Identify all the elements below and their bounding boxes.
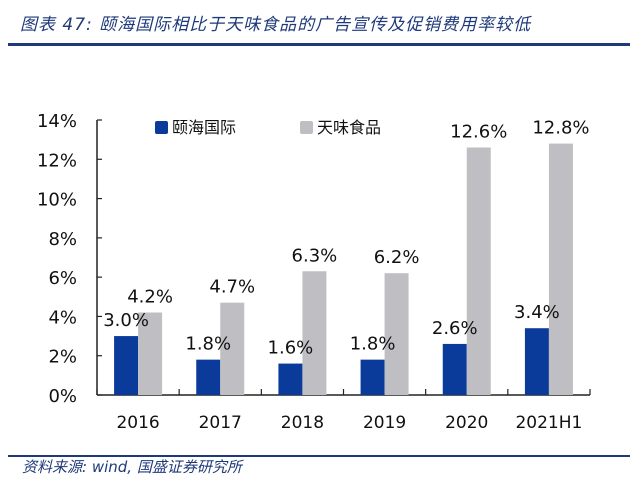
data-label-tianwei: 12.6% xyxy=(450,122,507,143)
x-tick-label: 2019 xyxy=(363,413,406,433)
legend-label: 颐海国际 xyxy=(172,118,236,137)
bar-yihai-2018 xyxy=(278,363,303,395)
y-tick-label: 2% xyxy=(48,347,77,368)
source-note: 资料来源: wind, 国盛证券研究所 xyxy=(22,458,242,476)
data-label-yihai: 3.0% xyxy=(103,310,149,331)
bar-tianwei-2020 xyxy=(466,147,491,395)
bar-yihai-2020 xyxy=(442,343,467,395)
data-label-yihai: 1.8% xyxy=(185,334,231,355)
data-label-tianwei: 12.8% xyxy=(532,118,589,139)
legend-swatch xyxy=(300,121,313,134)
bar-yihai-2016 xyxy=(114,336,139,395)
data-label-tianwei: 4.2% xyxy=(127,287,173,308)
figure-title: 图表 47: 颐海国际相比于天味食品的广告宣传及促销费用率较低 xyxy=(20,15,532,35)
data-label-yihai: 2.6% xyxy=(432,318,478,339)
title-rule xyxy=(8,43,630,46)
data-label-tianwei: 4.7% xyxy=(209,277,255,298)
x-tick-label: 2017 xyxy=(199,413,242,433)
bar-tianwei-2016 xyxy=(138,312,163,395)
bar-tianwei-2018 xyxy=(302,271,327,395)
y-tick-label: 8% xyxy=(48,229,77,250)
y-tick-label: 14% xyxy=(37,111,77,132)
bar-yihai-2021H1 xyxy=(524,328,549,395)
y-tick-label: 10% xyxy=(37,190,77,211)
legend-label: 天味食品 xyxy=(317,118,381,137)
source-rule xyxy=(8,455,630,457)
data-label-tianwei: 6.2% xyxy=(374,247,420,268)
legend-swatch xyxy=(155,121,168,134)
bar-yihai-2019 xyxy=(360,359,385,395)
x-tick-label: 2021H1 xyxy=(515,413,582,433)
y-tick-label: 12% xyxy=(37,150,77,171)
bar-yihai-2017 xyxy=(196,359,221,395)
y-tick-label: 4% xyxy=(48,307,77,328)
y-tick-label: 6% xyxy=(48,268,77,289)
data-label-yihai: 3.4% xyxy=(514,302,560,323)
bar-tianwei-2019 xyxy=(384,273,409,395)
data-label-yihai: 1.6% xyxy=(268,338,314,359)
bar-tianwei-2017 xyxy=(220,302,245,395)
y-tick-label: 0% xyxy=(48,386,77,407)
x-tick-label: 2020 xyxy=(445,413,488,433)
data-label-tianwei: 6.3% xyxy=(292,245,338,266)
x-tick-label: 2018 xyxy=(281,413,324,433)
data-label-yihai: 1.8% xyxy=(350,334,396,355)
bar-tianwei-2021H1 xyxy=(548,143,573,395)
x-tick-label: 2016 xyxy=(116,413,159,433)
